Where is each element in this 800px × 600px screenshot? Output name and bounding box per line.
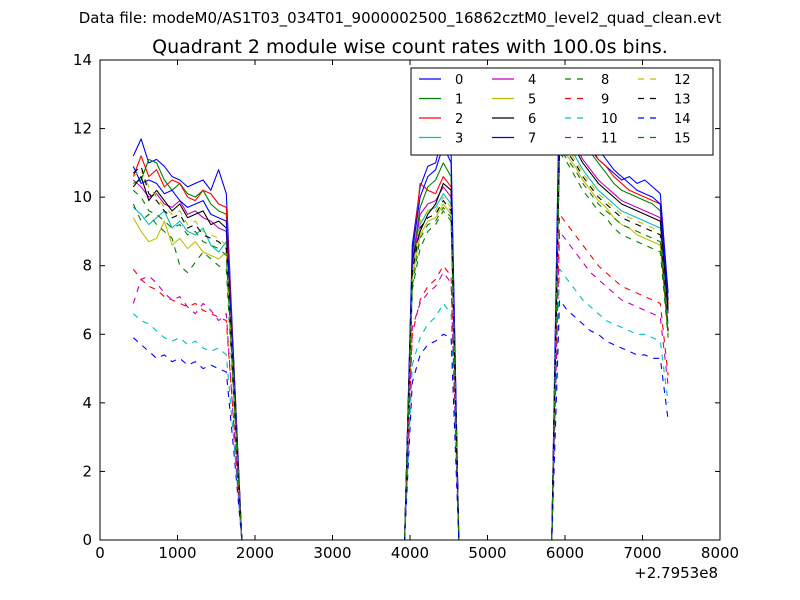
chart-title: Quadrant 2 module wise count rates with … [152,36,668,58]
legend-label-12: 12 [674,73,691,88]
x-tick-label: 6000 [546,544,584,562]
series-line-3 [132,131,669,541]
x-tick-label: 5000 [468,544,506,562]
y-tick-label: 8 [82,257,92,275]
x-tick-label: 1000 [158,544,196,562]
series-line-11 [132,230,669,541]
series-line-15 [132,148,669,541]
x-tick-label: 8000 [701,544,739,562]
y-tick-label: 14 [73,51,92,69]
x-tick-label: 0 [95,544,105,562]
series-line-8 [132,152,669,541]
legend-label-15: 15 [674,132,691,147]
x-tick-label: 3000 [313,544,351,562]
series-line-5 [132,145,669,541]
x-offset-label: +2.7953e8 [634,564,718,582]
legend-label-11: 11 [601,132,618,147]
series-line-6 [132,128,669,541]
axis-ticks: 0 1000 2000 3000 4000 5000 6000 7000 80000246810… [73,51,739,562]
legend-label-13: 13 [674,93,691,108]
legend-label-10: 10 [601,112,618,127]
x-tick-label: 2000 [236,544,274,562]
y-tick-label: 4 [82,394,92,412]
legend-label-8: 8 [601,73,609,88]
series-line-9 [132,213,669,541]
legend-label-0: 0 [455,73,463,88]
legend-label-14: 14 [674,112,691,127]
series-line-14 [132,299,669,541]
series-line-12 [132,138,669,541]
legend-label-2: 2 [455,112,463,127]
y-tick-label: 10 [73,188,92,206]
legend-label-9: 9 [601,93,609,108]
figure-suptitle: Data file: modeM0/AS1T03_034T01_90000025… [78,9,722,27]
legend-label-4: 4 [528,73,536,88]
x-tick-label: 7000 [623,544,661,562]
legend-label-5: 5 [528,93,536,108]
y-tick-label: 0 [82,531,92,549]
series-line-0 [132,114,669,541]
series-line-10 [132,268,669,541]
x-tick-label: 4000 [391,544,429,562]
series-line-13 [132,141,669,541]
legend-label-3: 3 [455,132,463,147]
legend-label-1: 1 [455,93,463,108]
y-tick-label: 2 [82,462,92,480]
legend-label-7: 7 [528,132,536,147]
legend-label-6: 6 [528,112,536,127]
series-line-2 [132,97,669,541]
y-tick-label: 12 [73,120,92,138]
legend-box [410,67,714,156]
y-tick-label: 6 [82,325,92,343]
